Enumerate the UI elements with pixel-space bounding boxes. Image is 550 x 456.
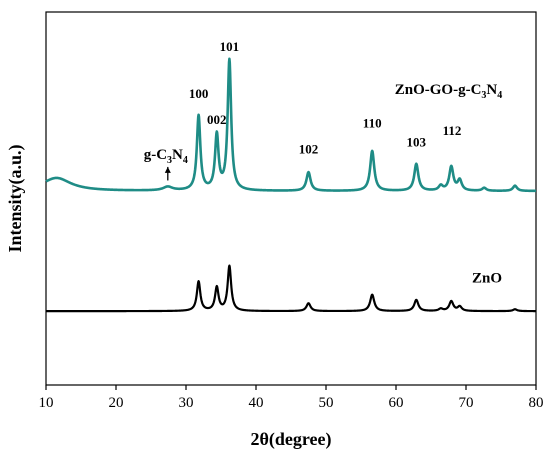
gcn-label: g-C3N4	[144, 147, 188, 166]
peak-label: 110	[363, 116, 382, 131]
x-tick-label: 20	[109, 395, 124, 411]
zno-series-label: ZnO	[472, 270, 502, 286]
x-tick-label: 60	[389, 395, 404, 411]
composite-series-label: ZnO-GO-g-C3N4	[395, 82, 503, 101]
peak-label: 112	[443, 123, 462, 138]
series-line-zno	[45, 264, 537, 313]
plot-frame	[45, 11, 537, 386]
x-tick-label: 40	[249, 395, 264, 411]
x-tick-label: 30	[179, 395, 194, 411]
x-axis-title: 2θ(degree)	[250, 429, 331, 450]
x-tick-label: 50	[319, 395, 334, 411]
x-tick-label: 10	[39, 395, 54, 411]
peak-label: 100	[189, 86, 209, 101]
peak-label: 002	[207, 112, 227, 127]
y-axis-title: Intensity(a.u.)	[5, 144, 26, 252]
gcn-arrow-head	[164, 166, 171, 173]
peak-label: 102	[299, 142, 319, 157]
x-tick-label: 80	[529, 395, 544, 411]
x-tick-label: 70	[459, 395, 474, 411]
peak-label: 101	[220, 39, 240, 54]
peak-label: 103	[407, 134, 427, 149]
series-line-composite	[45, 57, 537, 193]
